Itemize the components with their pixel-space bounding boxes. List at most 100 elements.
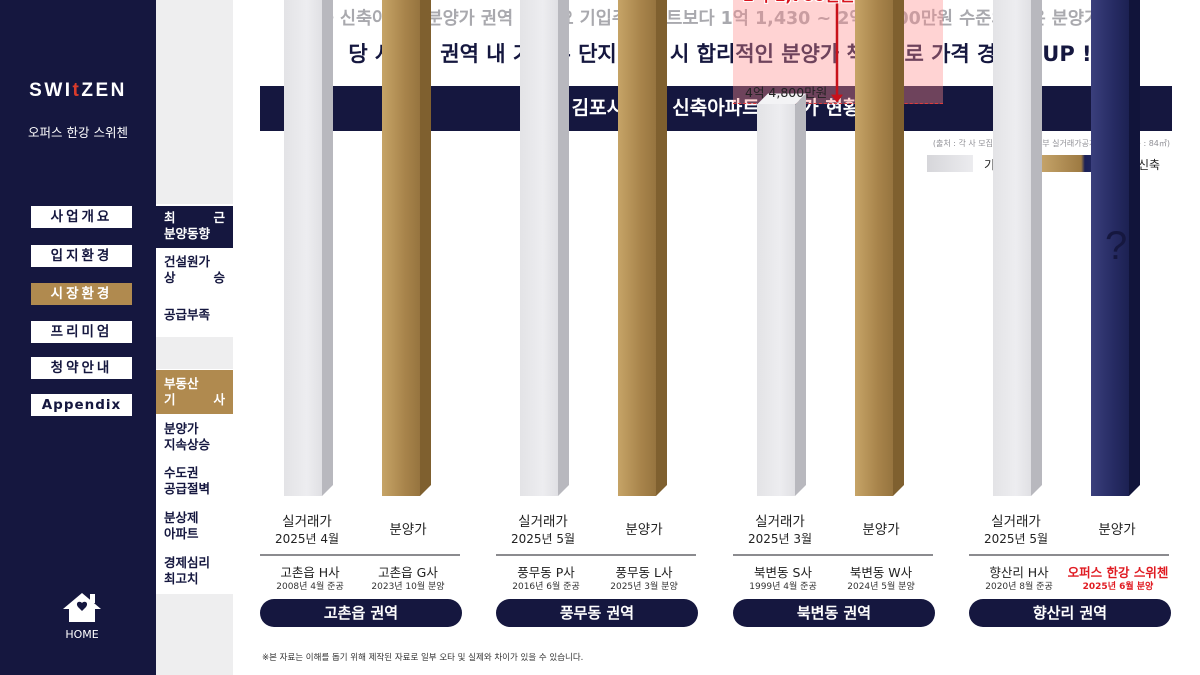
axis-title: 분양가 (1098, 522, 1136, 538)
axis-title: 분양가 (625, 522, 663, 538)
subnav-economic-sentiment[interactable]: 경제심리 최고치 (164, 555, 211, 586)
subnav-supply-cliff[interactable]: 수도권 공급절벽 (164, 465, 211, 496)
actual-price-bar (284, 0, 333, 496)
actual-price-bar-front (993, 0, 1031, 496)
project-name: 오퍼스 한강 스위첸 (28, 125, 128, 140)
nav-market-environment[interactable]: 시장환경 (31, 283, 132, 305)
footnote: ※본 자료는 이해를 돕기 위해 제작된 자료로 일부 오타 및 실제와 차이가… (262, 653, 584, 663)
complex-name: 풍무동 P사 (517, 565, 575, 580)
brand-logo: SWItZEN (29, 80, 127, 101)
actual-price-bar-front (520, 0, 558, 496)
region-group-1: 6억 4,000만원7억 5,430만원1억 1,430만원실거래가2025년 … (260, 0, 470, 675)
axis-date: 2025년 5월 (510, 532, 576, 546)
actual-axis-label: 실거래가 2025년 4월 (260, 514, 354, 548)
region-group-2: 6억 6,000만원7억 8,670만원1억 2,670만원실거래가2025년 … (496, 0, 706, 675)
actual-price-bar-front (284, 0, 322, 496)
nav-subscription-guide[interactable]: 청약안내 (31, 357, 132, 379)
sub-navigation: 최 근 분양동향 건설원가 상 승 공급부족 부동산 기 사 분양가 지속상승 수도권 공… (156, 0, 233, 675)
subnav-construction-cost[interactable]: 건설원가 상 승 (164, 254, 225, 285)
axis-title: 실거래가 (755, 514, 805, 530)
actual-price-bar-side (795, 93, 806, 496)
sale-price-bar-front (1091, 0, 1129, 496)
actual-complex: 향산리 H사 2020년 8월 준공 (969, 566, 1069, 594)
complex-name: 고촌읍 G사 (378, 565, 438, 580)
sale-axis-label: 분양가 (360, 522, 456, 539)
actual-axis-label: 실거래가 2025년 5월 (969, 514, 1063, 548)
subnav-real-estate-articles[interactable]: 부동산 기 사 (156, 370, 233, 414)
axis-title: 실거래가 (282, 514, 332, 530)
complex-name: 고촌읍 H사 (280, 565, 340, 580)
region-pill[interactable]: 풍무동 권역 (496, 599, 698, 627)
price-gap-label: 2억 1,700만원 (743, 0, 854, 6)
axis-title: 분양가 (389, 522, 427, 538)
sale-price-bar (618, 0, 667, 496)
legend-label-new: 신축 (1138, 158, 1161, 172)
actual-complex: 고촌읍 H사 2008년 4월 준공 (260, 566, 360, 594)
group-divider (260, 554, 460, 556)
actual-complex: 풍무동 P사 2016년 6월 준공 (496, 566, 596, 594)
actual-axis-label: 실거래가 2025년 5월 (496, 514, 590, 548)
sale-price-bar-side (1129, 0, 1140, 496)
sale-price-bar-front (382, 0, 420, 496)
complex-name: 오퍼스 한강 스위첸 (1067, 565, 1169, 580)
complex-date: 2023년 10월 분양 (371, 582, 445, 592)
sale-axis-label: 분양가 (596, 522, 692, 539)
axis-date: 2025년 3월 (747, 532, 813, 546)
nav-project-overview[interactable]: 사업개요 (31, 206, 132, 228)
region-pill[interactable]: 향산리 권역 (969, 599, 1171, 627)
nav-premium[interactable]: 프리미엄 (31, 321, 132, 343)
actual-price-bar (520, 0, 569, 496)
subnav-price-cap-apartment[interactable]: 분상제 아파트 (164, 510, 199, 541)
sale-price-bar-side (656, 0, 667, 496)
complex-name: 풍무동 L사 (615, 565, 673, 580)
sidebar: SWItZEN 오퍼스 한강 스위첸 사업개요 입지환경 시장환경 프리미엄 청… (0, 0, 156, 675)
complex-date: 2024년 5월 분양 (847, 582, 915, 592)
sale-price-bar (855, 0, 904, 496)
axis-title: 분양가 (862, 522, 900, 538)
sale-price-unknown: ? (1105, 224, 1128, 268)
sale-axis-label: 분양가 (833, 522, 929, 539)
actual-price-label: 4억 4,800만원 (745, 85, 828, 101)
nav-appendix[interactable]: Appendix (31, 394, 132, 416)
complex-date: 2025년 3월 분양 (610, 582, 678, 592)
actual-price-bar (993, 0, 1042, 496)
sale-price-bar (1091, 0, 1140, 496)
subnav-recent-sales[interactable]: 최 근 분양동향 (156, 206, 233, 248)
complex-date: 2020년 8월 준공 (985, 582, 1053, 592)
region-pill[interactable]: 북변동 권역 (733, 599, 935, 627)
sale-price-bar-side (893, 0, 904, 496)
axis-date: 2025년 5월 (983, 532, 1049, 546)
source-note: (출처 : 각 사 모집공고, 국토교통부 실거래가공개시스템 / 기준 : 8… (932, 139, 1170, 148)
sale-complex: 풍무동 L사 2025년 3월 분양 (596, 566, 692, 594)
sale-complex: 고촌읍 G사 2023년 10월 분양 (360, 566, 456, 594)
sale-price-bar-front (618, 0, 656, 496)
nav-location[interactable]: 입지환경 (31, 245, 132, 267)
actual-price-bar-top (757, 93, 806, 104)
group-divider (496, 554, 696, 556)
region-group-3: 4억 4,800만원6억 6,500만원2억 1,700만원실거래가2025년 … (733, 0, 943, 675)
group-divider (969, 554, 1169, 556)
actual-complex: 북변동 S사 1999년 4월 준공 (733, 566, 833, 594)
actual-price-bar-side (322, 0, 333, 496)
home-button[interactable]: HOME (58, 590, 106, 641)
home-icon (63, 593, 101, 622)
actual-price-bar-front (757, 104, 795, 496)
actual-price-bar (757, 93, 806, 496)
subheadline: 최근 신축아파트 분양가 권역 내 주요 기입주 아파트보다 1억 1,430 … (301, 9, 1139, 29)
gap-arrow (830, 0, 844, 103)
headline: 당 사업지 권역 내 기입주 단지 비교 시 합리적인 분양가 책정으로 가격 … (348, 42, 1092, 66)
complex-name: 북변동 S사 (754, 565, 812, 580)
subnav-supply-shortage[interactable]: 공급부족 (164, 307, 211, 322)
actual-price-bar-side (1031, 0, 1042, 496)
subnav-price-rise[interactable]: 분양가 지속상승 (164, 421, 211, 452)
axis-title: 실거래가 (518, 514, 568, 530)
sale-price-bar-side (420, 0, 431, 496)
sale-price-bar-front (855, 0, 893, 496)
home-label: HOME (65, 628, 99, 641)
group-divider (733, 554, 933, 556)
actual-axis-label: 실거래가 2025년 3월 (733, 514, 827, 548)
sale-complex: 오퍼스 한강 스위첸 2025년 6월 분양 (1061, 566, 1175, 594)
legend-swatch-existing (927, 155, 973, 172)
region-pill[interactable]: 고촌읍 권역 (260, 599, 462, 627)
